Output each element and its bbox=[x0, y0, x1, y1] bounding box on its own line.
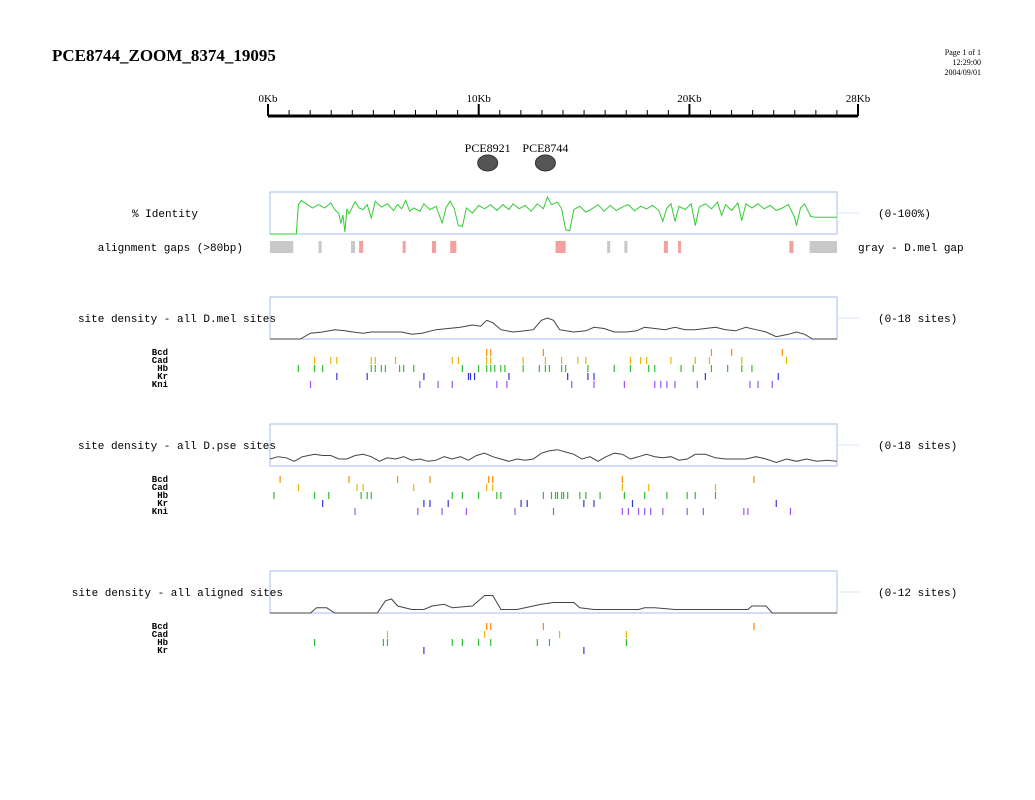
gaps-label: alignment gaps (>80bp) bbox=[98, 243, 243, 255]
dmel-gap-segment bbox=[809, 241, 837, 253]
density-track-label: site density - all D.mel sites bbox=[78, 314, 276, 326]
tf-label: Cad bbox=[152, 356, 168, 366]
dmel-gap-segment bbox=[351, 241, 356, 253]
marker-label: PCE8921 bbox=[465, 141, 511, 155]
tf-label: Cad bbox=[152, 483, 168, 493]
density-line bbox=[270, 595, 837, 614]
identity-track-label: % Identity bbox=[132, 209, 198, 221]
density-line bbox=[270, 317, 837, 340]
page-title: PCE8744_ZOOM_8374_19095 bbox=[52, 46, 276, 65]
alignment-gap-segment bbox=[432, 241, 437, 253]
alignment-gap-segment bbox=[555, 241, 566, 253]
alignment-gap-segment bbox=[663, 241, 668, 253]
tf-label: Kni bbox=[152, 380, 169, 390]
alignment-gap-segment bbox=[359, 241, 364, 253]
page-number: Page 1 of 1 bbox=[944, 48, 981, 57]
marker-label: PCE8744 bbox=[522, 141, 568, 155]
identity-track-range: (0-100%) bbox=[878, 209, 931, 221]
scale-tick-label: 28Kb bbox=[846, 93, 871, 105]
tf-label: Kr bbox=[157, 372, 168, 382]
density-track-label: site density - all D.pse sites bbox=[78, 441, 276, 453]
alignment-gap-segment bbox=[789, 241, 794, 253]
print-date: 2004/09/01 bbox=[944, 68, 981, 77]
dmel-gap-segment bbox=[318, 241, 322, 253]
dmel-gap-segment bbox=[607, 241, 611, 253]
marker-ellipse bbox=[534, 154, 556, 172]
density-track-range: (0-18 sites) bbox=[878, 441, 957, 453]
scale-tick-label: 10Kb bbox=[466, 93, 491, 105]
dmel-gap-segment bbox=[624, 241, 628, 253]
marker-ellipse bbox=[477, 154, 499, 172]
identity-track-box bbox=[269, 191, 838, 235]
tf-label: Bcd bbox=[152, 348, 168, 358]
identity-line bbox=[270, 195, 837, 235]
density-track-label: site density - all aligned sites bbox=[72, 588, 283, 600]
density-track-box bbox=[269, 423, 838, 467]
dmel-gap-segment bbox=[270, 241, 294, 253]
alignment-gap-segment bbox=[678, 241, 682, 253]
tf-label: Bcd bbox=[152, 475, 168, 485]
density-line bbox=[269, 449, 838, 464]
density-track-range: (0-18 sites) bbox=[878, 314, 957, 326]
print-time: 12:29:00 bbox=[952, 58, 981, 67]
alignment-gap-segment bbox=[402, 241, 406, 253]
alignment-gap-segment bbox=[450, 241, 457, 253]
tf-label: Bcd bbox=[152, 622, 168, 632]
scale-tick-label: 0Kb bbox=[259, 93, 278, 105]
density-track-range: (0-12 sites) bbox=[878, 588, 957, 600]
tf-label: Hb bbox=[157, 364, 168, 374]
tf-label: Hb bbox=[157, 491, 168, 501]
page-info: Page 1 of 1 12:29:00 2004/09/01 bbox=[945, 48, 981, 78]
gaps-legend: gray - D.mel gap bbox=[858, 243, 964, 255]
tf-label: Cad bbox=[152, 630, 168, 640]
tf-label: Kr bbox=[157, 646, 168, 656]
tf-label: Kr bbox=[157, 499, 168, 509]
scale-tick-label: 20Kb bbox=[677, 93, 702, 105]
tf-label: Hb bbox=[157, 638, 168, 648]
tf-label: Kni bbox=[152, 507, 169, 517]
